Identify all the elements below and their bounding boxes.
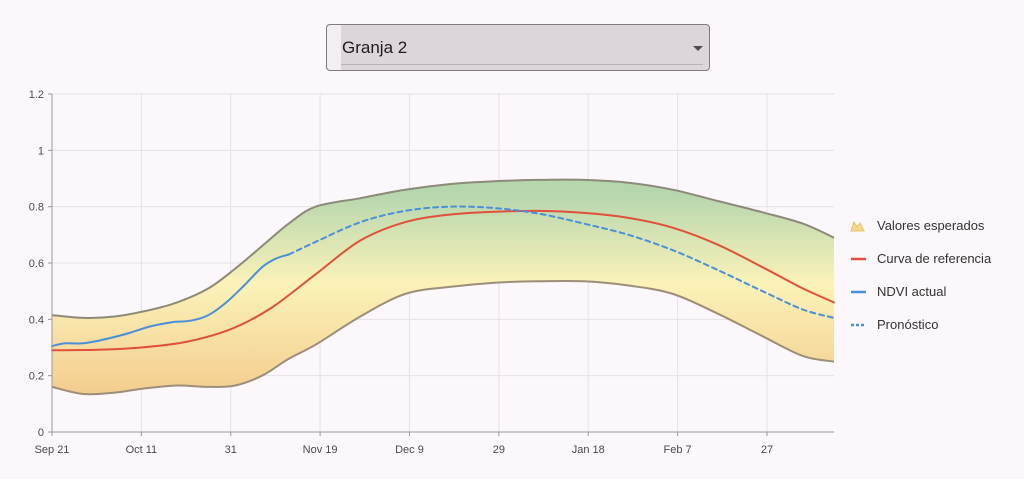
y-tick-label: 0.8 xyxy=(29,202,44,214)
chevron-down-icon[interactable] xyxy=(693,46,703,51)
x-tick-label: 31 xyxy=(225,444,237,456)
legend-label: Valores esperados xyxy=(877,218,985,233)
x-tick-label: Feb 7 xyxy=(664,444,692,456)
x-tick-label: Dec 9 xyxy=(395,444,424,456)
legend-label: NDVI actual xyxy=(877,284,946,299)
y-tick-label: 1.2 xyxy=(29,89,44,101)
y-tick-label: 0.2 xyxy=(29,371,44,383)
legend-label: Pronóstico xyxy=(877,317,938,332)
x-tick-label: Jan 18 xyxy=(572,444,605,456)
axis-layer: 0 0.2 0.4 0.6 0.8 1 1.2 Sep 21 Oct 11 31 Nov 19 Dec… xyxy=(29,89,834,456)
x-tick-label: Nov 19 xyxy=(303,444,338,456)
y-tick-label: 1 xyxy=(38,145,44,157)
x-tick-label: Oct 11 xyxy=(126,444,158,456)
y-tick-label: 0.6 xyxy=(29,258,44,270)
series-line-pron-stico xyxy=(287,205,835,319)
x-tick-label: 27 xyxy=(761,444,773,456)
legend-label: Curva de referencia xyxy=(877,251,992,266)
expected-band-layer xyxy=(51,178,835,396)
legend-area-icon xyxy=(850,220,865,232)
x-tick-label: Sep 21 xyxy=(35,444,70,456)
y-tick-label: 0.4 xyxy=(29,314,44,326)
select-left-strip xyxy=(327,25,341,70)
series-line-curva-de-referencia xyxy=(51,209,835,352)
y-tick-label: 0 xyxy=(38,427,44,439)
farm-select-value: Granja 2 xyxy=(342,38,408,57)
series-layer xyxy=(51,205,835,352)
chart-legend: Valores esperados Curva de referencia NDVI… xyxy=(850,218,992,332)
x-tick-label: 29 xyxy=(493,444,505,456)
series-line-ndvi-actual xyxy=(51,253,290,348)
select-underline xyxy=(341,64,703,65)
expected-band-upper xyxy=(51,178,835,319)
farm-select[interactable]: Granja 2 xyxy=(326,24,710,71)
expected-band-lower xyxy=(51,279,835,396)
